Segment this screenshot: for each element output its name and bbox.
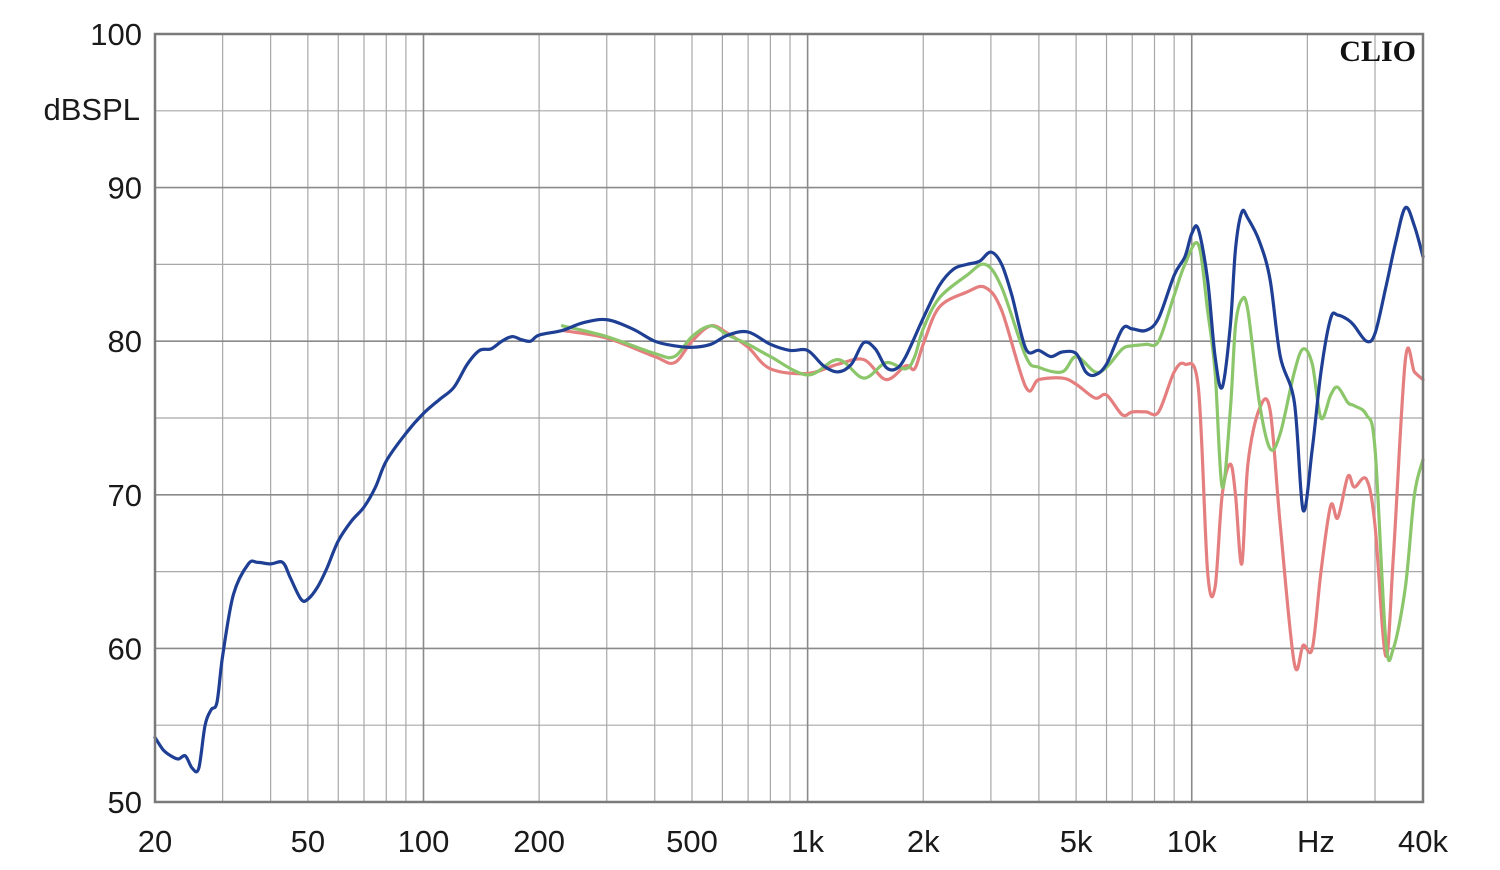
clio-brand-label: CLIO: [1339, 35, 1416, 68]
y-tick-label: 100: [90, 17, 142, 52]
x-tick-label: 200: [513, 824, 565, 859]
grid-major: [422, 34, 1193, 802]
y-axis-unit-label: dBSPL: [43, 92, 140, 127]
x-tick-label: 1k: [791, 824, 824, 859]
y-tick-label: 80: [108, 324, 142, 359]
response-curve-green: [560, 241, 1425, 663]
x-tick-label: 500: [666, 824, 718, 859]
x-tick-label: 50: [291, 824, 325, 859]
y-tick-labels: 50 60 70 80 90 100: [90, 17, 142, 820]
y-tick-label: 70: [108, 478, 142, 513]
x-tick-label: 20: [138, 824, 172, 859]
grid-minor: [155, 34, 1423, 802]
x-tick-label: 2k: [907, 824, 940, 859]
x-tick-label: 10k: [1167, 824, 1217, 859]
y-tick-label: 90: [108, 171, 142, 206]
response-curve-blue: [153, 205, 1425, 774]
response-curve-red: [560, 284, 1425, 672]
y-tick-label: 60: [108, 631, 142, 666]
x-tick-label: 100: [398, 824, 450, 859]
x-tick-labels: 20 50 100 200 500 1k 2k 5k 10k 40k: [138, 824, 1449, 859]
x-axis-unit-label: Hz: [1297, 824, 1335, 859]
plot-frame: [153, 32, 1425, 804]
series-layer: [153, 205, 1425, 774]
x-tick-label: 40k: [1398, 824, 1448, 859]
x-tick-label: 5k: [1060, 824, 1093, 859]
y-tick-label: 50: [108, 785, 142, 820]
